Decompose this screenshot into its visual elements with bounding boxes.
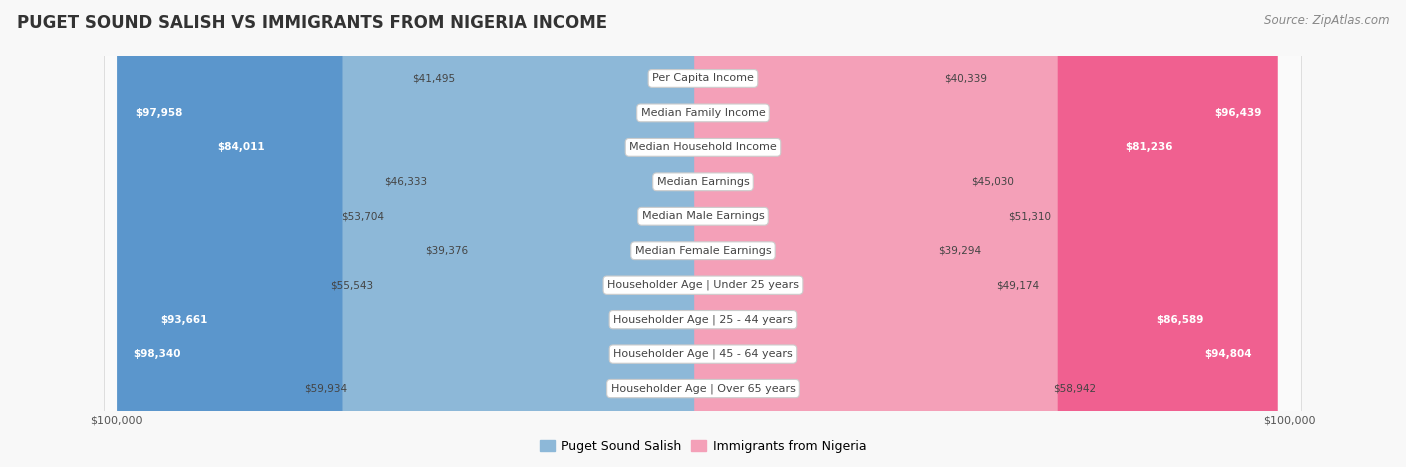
FancyBboxPatch shape — [104, 0, 1302, 467]
Text: $81,236: $81,236 — [1125, 142, 1173, 152]
Text: $93,661: $93,661 — [160, 315, 208, 325]
FancyBboxPatch shape — [695, 0, 1278, 467]
Text: Householder Age | Over 65 years: Householder Age | Over 65 years — [610, 383, 796, 394]
Text: $40,339: $40,339 — [943, 73, 987, 84]
Text: $53,704: $53,704 — [340, 211, 384, 221]
Text: Householder Age | 25 - 44 years: Householder Age | 25 - 44 years — [613, 314, 793, 325]
Text: $86,589: $86,589 — [1157, 315, 1204, 325]
Text: $84,011: $84,011 — [217, 142, 264, 152]
Text: Median Earnings: Median Earnings — [657, 177, 749, 187]
FancyBboxPatch shape — [201, 0, 711, 467]
FancyBboxPatch shape — [343, 0, 711, 467]
FancyBboxPatch shape — [104, 0, 1302, 467]
FancyBboxPatch shape — [120, 0, 711, 467]
Text: Source: ZipAtlas.com: Source: ZipAtlas.com — [1264, 14, 1389, 27]
FancyBboxPatch shape — [104, 0, 1302, 467]
Text: $46,333: $46,333 — [384, 177, 427, 187]
Text: $39,376: $39,376 — [425, 246, 468, 256]
FancyBboxPatch shape — [695, 0, 949, 467]
FancyBboxPatch shape — [104, 0, 1302, 467]
Text: $39,294: $39,294 — [938, 246, 981, 256]
FancyBboxPatch shape — [104, 0, 1302, 467]
Text: $94,804: $94,804 — [1205, 349, 1253, 359]
FancyBboxPatch shape — [104, 0, 1302, 467]
FancyBboxPatch shape — [451, 0, 711, 467]
FancyBboxPatch shape — [695, 0, 976, 467]
FancyBboxPatch shape — [104, 0, 1302, 467]
FancyBboxPatch shape — [117, 0, 711, 467]
FancyBboxPatch shape — [104, 0, 1302, 467]
FancyBboxPatch shape — [380, 0, 711, 467]
FancyBboxPatch shape — [368, 0, 711, 467]
FancyBboxPatch shape — [145, 0, 711, 467]
Text: $45,030: $45,030 — [972, 177, 1014, 187]
FancyBboxPatch shape — [695, 0, 1268, 467]
FancyBboxPatch shape — [695, 0, 1001, 467]
Text: $97,958: $97,958 — [135, 108, 183, 118]
Text: $55,543: $55,543 — [330, 280, 373, 290]
Text: Per Capita Income: Per Capita Income — [652, 73, 754, 84]
Text: PUGET SOUND SALISH VS IMMIGRANTS FROM NIGERIA INCOME: PUGET SOUND SALISH VS IMMIGRANTS FROM NI… — [17, 14, 607, 32]
Text: $41,495: $41,495 — [412, 73, 456, 84]
Text: Householder Age | 45 - 64 years: Householder Age | 45 - 64 years — [613, 349, 793, 359]
FancyBboxPatch shape — [695, 0, 1057, 467]
FancyBboxPatch shape — [695, 0, 942, 467]
FancyBboxPatch shape — [695, 0, 1012, 467]
FancyBboxPatch shape — [104, 0, 1302, 467]
FancyBboxPatch shape — [422, 0, 711, 467]
Text: $49,174: $49,174 — [995, 280, 1039, 290]
FancyBboxPatch shape — [695, 0, 1220, 467]
Text: $58,942: $58,942 — [1053, 383, 1097, 394]
Text: Median Male Earnings: Median Male Earnings — [641, 211, 765, 221]
Text: Median Household Income: Median Household Income — [628, 142, 778, 152]
Legend: Puget Sound Salish, Immigrants from Nigeria: Puget Sound Salish, Immigrants from Nige… — [534, 435, 872, 458]
FancyBboxPatch shape — [463, 0, 711, 467]
Text: $59,934: $59,934 — [304, 383, 347, 394]
Text: $98,340: $98,340 — [134, 349, 180, 359]
Text: Householder Age | Under 25 years: Householder Age | Under 25 years — [607, 280, 799, 290]
FancyBboxPatch shape — [104, 0, 1302, 467]
Text: $96,439: $96,439 — [1215, 108, 1263, 118]
FancyBboxPatch shape — [695, 0, 1188, 467]
Text: Median Female Earnings: Median Female Earnings — [634, 246, 772, 256]
Text: Median Family Income: Median Family Income — [641, 108, 765, 118]
Text: $51,310: $51,310 — [1008, 211, 1052, 221]
